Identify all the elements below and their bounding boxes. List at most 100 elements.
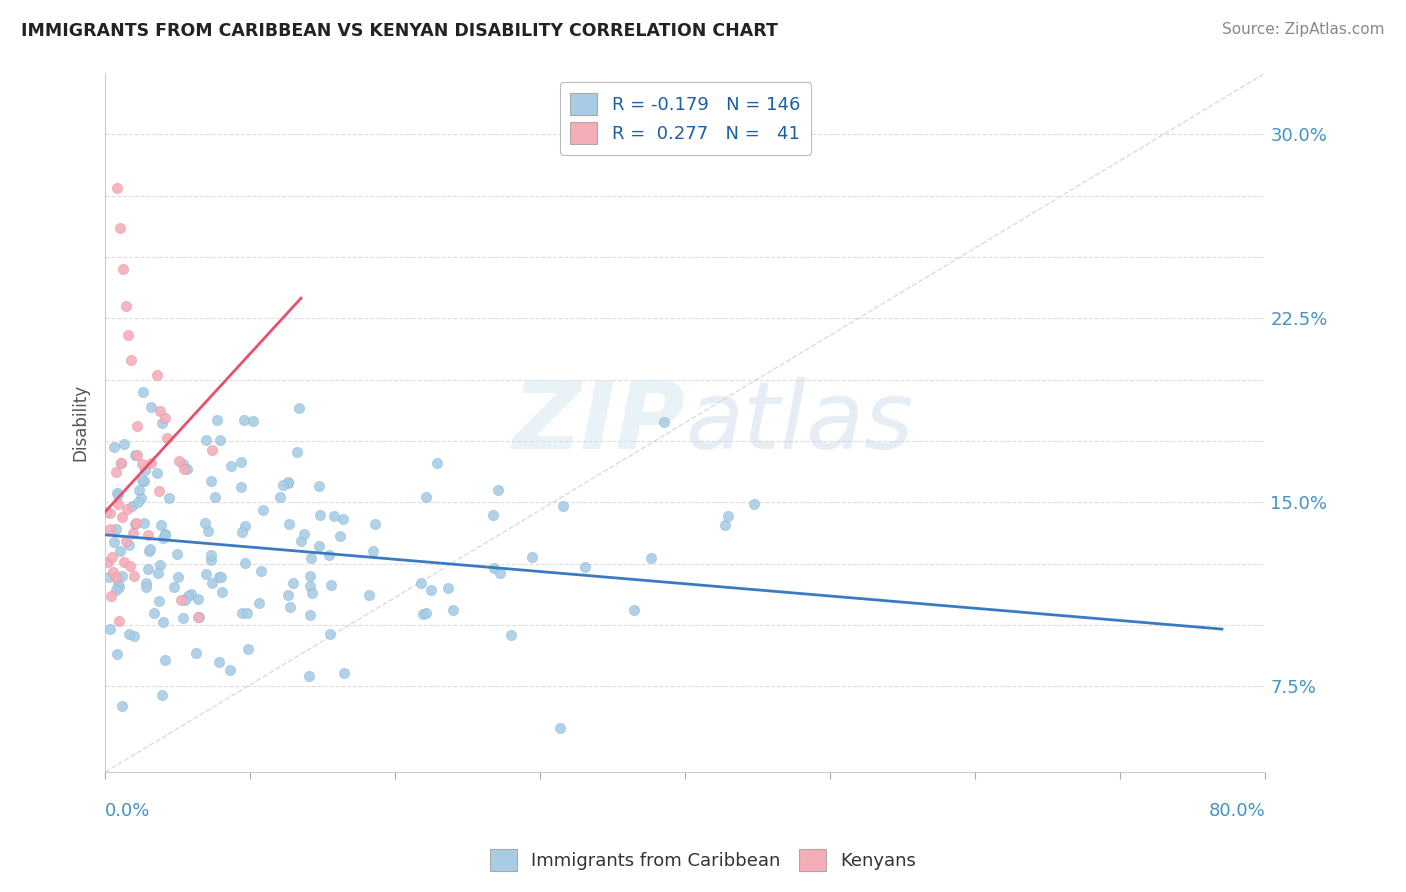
- Point: [249, 564, 271, 578]
- Point: [574, 560, 596, 574]
- Point: [166, 570, 188, 584]
- Y-axis label: Disability: Disability: [72, 384, 89, 461]
- Point: [98, 523, 121, 537]
- Point: [623, 603, 645, 617]
- Point: [195, 433, 218, 447]
- Point: [285, 445, 308, 459]
- Point: [294, 527, 316, 541]
- Point: [364, 517, 387, 532]
- Point: [114, 555, 136, 569]
- Point: [482, 508, 505, 523]
- Point: [105, 570, 128, 584]
- Point: [110, 510, 132, 524]
- Point: [139, 400, 162, 414]
- Point: [134, 463, 156, 477]
- Point: [299, 568, 322, 582]
- Point: [173, 592, 195, 607]
- Point: [482, 561, 505, 575]
- Point: [138, 544, 160, 558]
- Point: [308, 539, 330, 553]
- Point: [208, 570, 231, 584]
- Point: [124, 516, 146, 531]
- Point: [150, 416, 173, 430]
- Point: [290, 533, 312, 548]
- Point: [172, 611, 194, 625]
- Point: [233, 413, 256, 427]
- Point: [441, 603, 464, 617]
- Point: [145, 368, 167, 383]
- Point: [110, 544, 132, 558]
- Point: [229, 455, 252, 469]
- Point: [118, 558, 141, 573]
- Point: [153, 527, 176, 541]
- Point: [105, 486, 128, 500]
- Point: [200, 548, 222, 562]
- Point: [125, 419, 148, 434]
- Point: [105, 181, 128, 195]
- Point: [125, 516, 148, 531]
- Point: [157, 491, 180, 505]
- Point: [209, 570, 232, 584]
- Point: [548, 721, 571, 735]
- Point: [332, 512, 354, 526]
- Point: [231, 606, 253, 620]
- Point: [104, 582, 127, 597]
- Point: [155, 653, 177, 667]
- Point: [139, 456, 162, 470]
- Point: [486, 483, 509, 497]
- Point: [411, 575, 433, 590]
- Point: [98, 569, 121, 583]
- Point: [551, 500, 574, 514]
- Point: [148, 594, 170, 608]
- Point: [357, 588, 380, 602]
- Point: [437, 581, 460, 595]
- Point: [138, 542, 160, 557]
- Point: [150, 688, 173, 702]
- Point: [132, 384, 155, 399]
- Point: [308, 508, 330, 522]
- Point: [117, 502, 139, 516]
- Point: [194, 516, 217, 530]
- Point: [132, 516, 155, 530]
- Point: [208, 655, 231, 669]
- Point: [122, 568, 145, 582]
- Point: [117, 538, 139, 552]
- Point: [115, 534, 138, 549]
- Point: [180, 587, 202, 601]
- Point: [108, 614, 131, 628]
- Point: [288, 401, 311, 416]
- Point: [148, 484, 170, 499]
- Point: [218, 663, 240, 677]
- Point: [103, 535, 125, 549]
- Point: [308, 479, 330, 493]
- Point: [415, 606, 437, 620]
- Point: [298, 579, 321, 593]
- Point: [714, 517, 737, 532]
- Point: [176, 462, 198, 476]
- Point: [200, 474, 222, 488]
- Point: [301, 586, 323, 600]
- Point: [125, 448, 148, 462]
- Point: [252, 503, 274, 517]
- Point: [318, 549, 340, 563]
- Point: [299, 551, 322, 566]
- Point: [219, 459, 242, 474]
- Point: [107, 497, 129, 511]
- Point: [197, 524, 219, 539]
- Point: [173, 462, 195, 476]
- Point: [271, 478, 294, 492]
- Point: [122, 629, 145, 643]
- Point: [149, 404, 172, 418]
- Point: [166, 548, 188, 562]
- Point: [329, 529, 352, 543]
- Text: ZIP: ZIP: [512, 376, 685, 468]
- Point: [135, 580, 157, 594]
- Legend: R = -0.179   N = 146, R =  0.277   N =   41: R = -0.179 N = 146, R = 0.277 N = 41: [560, 82, 811, 155]
- Point: [235, 519, 257, 533]
- Point: [236, 641, 259, 656]
- Point: [105, 465, 128, 479]
- Point: [127, 494, 149, 508]
- Point: [96, 505, 118, 519]
- Point: [717, 509, 740, 524]
- Point: [333, 665, 356, 680]
